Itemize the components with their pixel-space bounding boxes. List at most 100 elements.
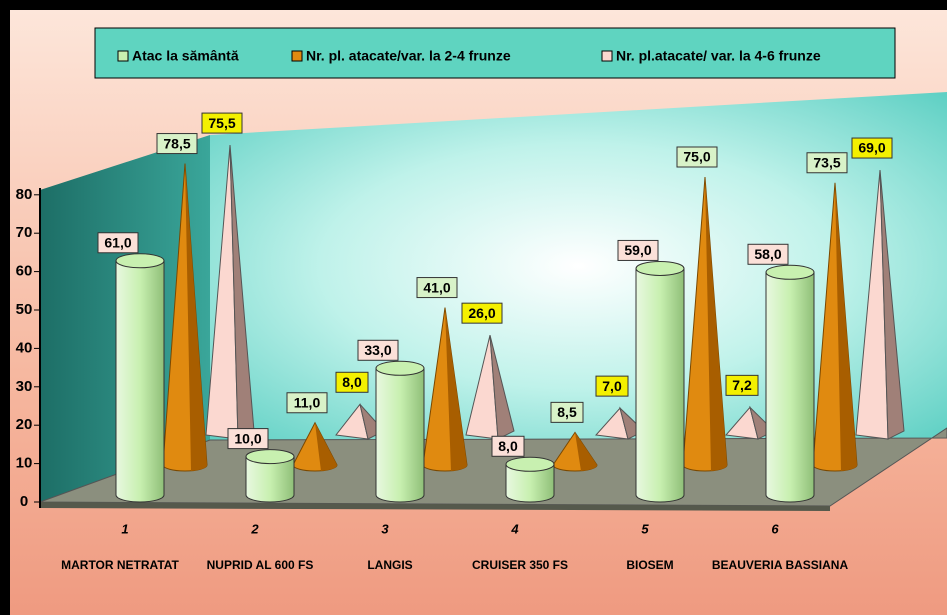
value-label-box <box>806 152 848 174</box>
pyramid <box>855 169 905 440</box>
value-label: 41,0 <box>423 279 450 295</box>
x-tick-label: NUPRID AL 600 FS <box>207 558 314 572</box>
cylinder-body <box>375 367 425 503</box>
value-label-box <box>335 371 369 393</box>
value-label: 11,0 <box>294 394 321 410</box>
y-tick-label: 0 <box>20 493 28 510</box>
cone-shade <box>315 422 338 471</box>
value-label-box <box>747 243 789 265</box>
cylinder-body <box>635 267 685 503</box>
cylinder-top <box>245 449 295 465</box>
value-label-box <box>851 137 893 159</box>
cylinder-top <box>505 456 555 472</box>
cone <box>162 163 208 472</box>
cylinder-body <box>115 260 165 503</box>
cone <box>812 182 858 472</box>
y-tick-label: 10 <box>16 455 33 472</box>
value-label-box <box>491 435 525 457</box>
x-tick-number: 6 <box>771 521 779 536</box>
value-label: 26,0 <box>468 305 495 321</box>
x-tick-number: 2 <box>250 521 259 536</box>
pyramid-side <box>879 169 905 440</box>
x-tick-number: 3 <box>381 521 389 536</box>
cone-shade <box>835 182 858 471</box>
floor-edge <box>40 502 830 511</box>
cone-shade <box>185 163 208 471</box>
value-label: 73,5 <box>813 154 840 170</box>
cone <box>552 431 598 472</box>
legend-swatch <box>601 50 613 62</box>
x-tick-number: 4 <box>510 521 519 536</box>
y-tick-label: 30 <box>16 378 33 395</box>
cylinder <box>245 449 295 503</box>
value-label-box <box>416 277 458 299</box>
cylinder <box>115 253 165 503</box>
value-label: 61,0 <box>104 234 131 250</box>
value-label-box <box>461 302 503 324</box>
value-label: 33,0 <box>364 342 391 358</box>
pyramid <box>465 335 515 440</box>
x-tick-label: BEAUVERIA BASSIANA <box>712 558 849 572</box>
cylinder-top <box>635 260 685 276</box>
legend <box>94 27 896 79</box>
cylinder <box>635 260 685 503</box>
cylinder <box>375 360 425 503</box>
cylinder-top <box>375 360 425 376</box>
value-label: 58,0 <box>754 246 781 262</box>
value-label-box <box>286 392 328 414</box>
pyramid-side <box>489 335 515 440</box>
x-tick-label: BIOSEM <box>626 558 673 572</box>
y-tick-label: 50 <box>16 301 33 318</box>
legend-label: Atac la sământă <box>132 48 239 64</box>
value-label-box <box>97 232 139 254</box>
value-label-box <box>617 239 659 261</box>
y-tick-label: 80 <box>16 186 33 203</box>
value-label-box <box>725 374 759 396</box>
value-label: 59,0 <box>624 242 651 258</box>
pyramid <box>205 145 255 440</box>
value-label: 8,0 <box>498 438 518 454</box>
cone-shade <box>575 432 598 471</box>
value-label-box <box>550 401 584 423</box>
cone-shade <box>445 307 468 471</box>
value-label: 7,0 <box>602 378 622 394</box>
value-label-box <box>676 146 718 168</box>
x-tick-label: CRUISER 350 FS <box>472 558 568 572</box>
value-label-box <box>201 112 243 134</box>
cylinder-top <box>115 253 165 269</box>
value-label: 7,2 <box>732 377 752 393</box>
value-label: 10,0 <box>234 430 261 446</box>
y-tick-label: 20 <box>16 416 33 433</box>
value-label-box <box>595 375 629 397</box>
cylinder-body <box>765 271 815 503</box>
y-tick-label: 60 <box>16 263 33 280</box>
value-label-box <box>227 428 269 450</box>
value-label: 75,0 <box>683 149 710 165</box>
cone <box>682 176 728 472</box>
x-tick-number: 5 <box>641 521 649 536</box>
cone-shade <box>705 177 728 471</box>
y-tick-label: 70 <box>16 224 33 241</box>
x-tick-label: LANGIS <box>367 558 412 572</box>
cylinder <box>765 264 815 503</box>
value-label-box <box>357 339 399 361</box>
x-tick-number: 1 <box>121 521 128 536</box>
cylinder-body <box>505 463 555 503</box>
value-label: 8,0 <box>342 374 362 390</box>
value-label: 75,5 <box>208 115 235 131</box>
value-label: 69,0 <box>858 140 885 156</box>
legend-label: Nr. pl.atacate/ var. la 4-6 frunze <box>616 48 821 64</box>
legend-swatch <box>291 50 303 62</box>
cylinder-body <box>245 456 295 503</box>
y-tick-label: 40 <box>16 339 33 356</box>
cylinder-top <box>765 264 815 280</box>
legend-label: Nr. pl. atacate/var. la 2-4 frunze <box>306 48 511 64</box>
legend-swatch <box>117 50 129 62</box>
cone <box>292 421 338 472</box>
value-label: 78,5 <box>163 135 190 151</box>
value-label: 8,5 <box>557 404 577 420</box>
value-label-box <box>156 133 198 155</box>
cone <box>422 307 468 472</box>
cylinder <box>505 456 555 503</box>
